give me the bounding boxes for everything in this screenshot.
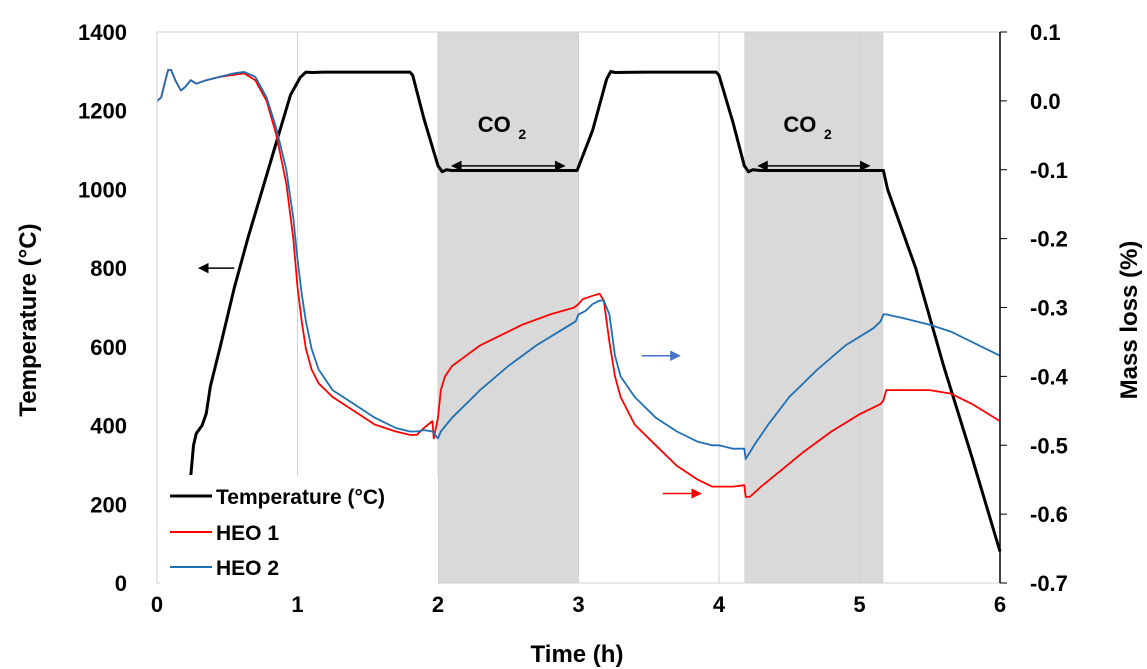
- legend: Temperature (°C) HEO 1 HEO 2: [160, 475, 438, 593]
- x-tick-label: 5: [853, 592, 865, 617]
- x-axis-title: Time (h): [531, 641, 624, 668]
- y-tick-label: 0: [115, 571, 127, 596]
- y2-axis-title: Mass loss (%): [1116, 241, 1143, 400]
- y2-tick-label: 0.0: [1030, 89, 1061, 114]
- y2-tick-label: 0.1: [1030, 20, 1061, 45]
- co2-label-subscript-2: 2: [824, 126, 832, 142]
- y-tick-label: 400: [90, 414, 127, 439]
- y-tick-label: 800: [90, 256, 127, 281]
- shaded-regions: [438, 32, 884, 583]
- y-tick-label: 200: [90, 492, 127, 517]
- y2-tick-label: -0.4: [1030, 364, 1069, 389]
- legend-label-heo2: HEO 2: [216, 557, 279, 580]
- x-tick-label: 1: [291, 592, 303, 617]
- y-tick-label: 1000: [78, 177, 127, 202]
- legend-label-temperature: Temperature (°C): [216, 486, 385, 509]
- y2-tick-label: -0.1: [1030, 158, 1068, 183]
- y-tick-label: 1200: [78, 99, 127, 124]
- y2-tick-label: -0.2: [1030, 227, 1068, 252]
- y-axis-title: Temperature (°C): [15, 223, 42, 416]
- axes: 0 1 2 3 4 5 6 0 200 400 600 800 1000 1200 1400 -0.7 -0.6…: [78, 20, 1069, 617]
- series-line-heo1: [156, 69, 1001, 498]
- shaded-region-2: [744, 32, 884, 583]
- x-tick-label: 3: [572, 592, 584, 617]
- x-tick-label: 4: [713, 592, 726, 617]
- x-tick-label: 6: [994, 592, 1006, 617]
- y-tick-label: 600: [90, 335, 127, 360]
- y2-tick-label: -0.7: [1030, 571, 1068, 596]
- y2-tick-label: -0.5: [1030, 433, 1068, 458]
- series-line-heo2: [156, 69, 1001, 460]
- y2-tick-label: -0.6: [1030, 502, 1068, 527]
- x-tick-label: 0: [151, 592, 163, 617]
- y-tick-label: 1400: [78, 20, 127, 45]
- shaded-region-1: [438, 32, 579, 583]
- co2-label-1: CO: [478, 112, 511, 137]
- x-tick-label: 2: [432, 592, 444, 617]
- annotations: CO 2 CO 2: [198, 112, 871, 499]
- co2-label-subscript-1: 2: [518, 126, 526, 142]
- y2-tick-label: -0.3: [1030, 296, 1068, 321]
- legend-label-heo1: HEO 1: [216, 522, 279, 545]
- co2-label-2: CO: [783, 112, 816, 137]
